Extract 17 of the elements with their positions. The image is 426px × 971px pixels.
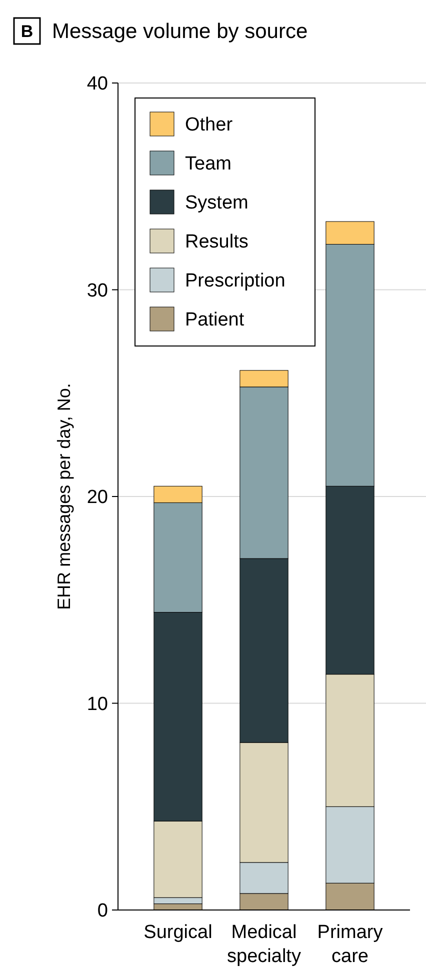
x-tick-label: Medical specialty	[227, 922, 302, 967]
y-tick-label: 0	[97, 900, 108, 922]
y-tick-label: 20	[86, 487, 108, 508]
y-axis-title: EHR messages per day, No.	[54, 383, 74, 610]
y-tick-label: 30	[86, 280, 108, 302]
y-tick-label: 10	[86, 694, 108, 715]
legend-label: Team	[185, 154, 232, 175]
legend-label: Patient	[185, 310, 245, 331]
y-tick-label: 40	[86, 74, 108, 95]
text: B	[20, 22, 34, 41]
legend-label: Other	[185, 114, 234, 136]
x-tick-label: Surgical	[144, 922, 212, 943]
x-tick-label: Primary care	[317, 922, 384, 967]
legend-label: Prescription	[185, 270, 286, 292]
legend-label: Results	[185, 232, 248, 253]
chart-title: Message volume by source	[52, 20, 308, 43]
legend-label: System	[185, 192, 248, 214]
